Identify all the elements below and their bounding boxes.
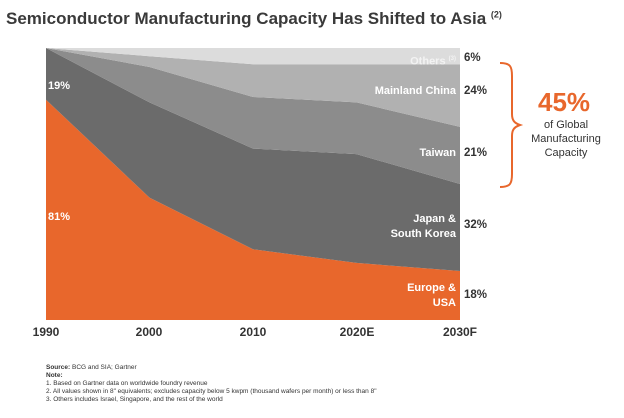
region-label-europe-usa: Europe & USA xyxy=(407,282,456,309)
start-label-japan-korea: 19% xyxy=(48,80,71,92)
start-label-europe-usa: 81% xyxy=(48,211,71,223)
end-label-taiwan: 21% xyxy=(464,147,488,159)
region-label-taiwan: Taiwan xyxy=(419,147,456,159)
callout-percent: 45% xyxy=(538,87,591,117)
area-mainland-china xyxy=(46,48,460,127)
title-footnote-marker: (2) xyxy=(490,9,502,20)
region-label-japan-korea: Japan & South Korea xyxy=(390,213,456,240)
x-tick-label: 1990 xyxy=(32,325,60,339)
source-line: Source: BCG and SIA; Gartner xyxy=(46,364,137,371)
end-label-others: 6% xyxy=(464,52,481,64)
page-title: Semiconductor Manufacturing Capacity Has… xyxy=(6,9,502,28)
footnotes: Source: BCG and SIA; Gartner Note: 1. Ba… xyxy=(46,364,377,404)
note-item: 2. All values shown in 8" equivalents; e… xyxy=(46,388,377,395)
x-tick-label: 2020E xyxy=(339,325,375,339)
end-label-europe-usa: 18% xyxy=(464,289,488,301)
x-tick-label: 2030F xyxy=(442,325,478,339)
x-tick-label: 2000 xyxy=(135,325,163,339)
area-taiwan xyxy=(46,48,460,184)
x-tick-label: 2010 xyxy=(239,325,267,339)
region-label-others: Others (3) xyxy=(410,55,456,68)
area-europe-usa xyxy=(46,99,460,320)
end-label-japan-korea: 32% xyxy=(464,219,488,231)
callout-text: of Global Manufacturing Capacity xyxy=(531,119,601,159)
area-japan-south-korea xyxy=(46,48,460,271)
note-item: 3. Others includes Israel, Singapore, an… xyxy=(46,396,223,403)
note-heading: Note: xyxy=(46,372,63,379)
region-label-mainland-china: Mainland China xyxy=(374,85,456,97)
end-label-mainland-china: 24% xyxy=(464,85,488,97)
area-others xyxy=(46,48,460,65)
note-item: 1. Based on Gartner data on worldwide fo… xyxy=(46,380,208,387)
